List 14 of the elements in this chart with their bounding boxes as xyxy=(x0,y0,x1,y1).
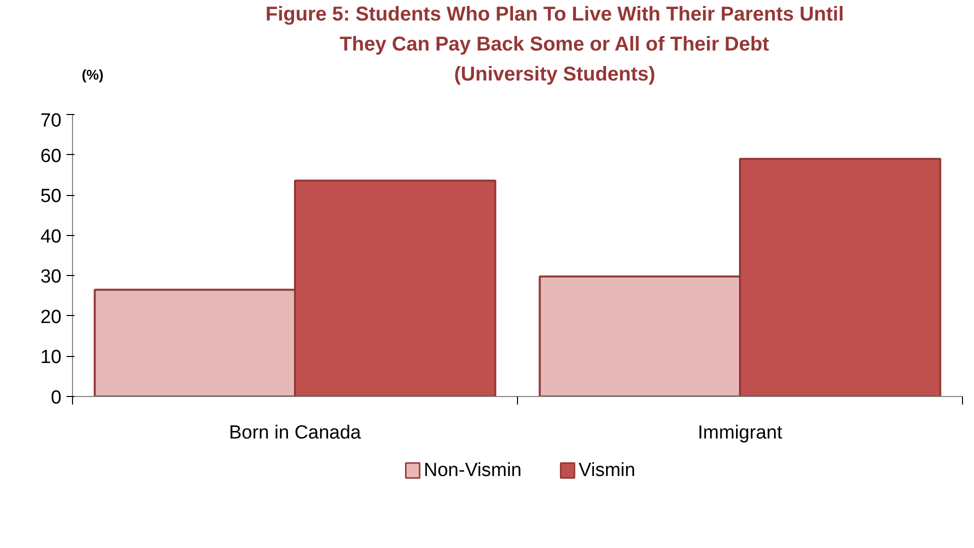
y-tick-label: 10 xyxy=(40,347,62,368)
y-tick-label: 60 xyxy=(40,146,62,167)
y-tick-label: 20 xyxy=(40,306,62,328)
y-tick-label: 30 xyxy=(40,266,62,288)
y-tick-label: 0 xyxy=(50,388,62,408)
y-tick-label: 70 xyxy=(40,110,62,132)
y-tick-label: 50 xyxy=(40,186,62,208)
legend-label: Non-Vismin xyxy=(424,460,522,481)
chart-title: Figure 5: Students Who Plan To Live With Their Parents Until They Can Pay Back Some or All of Their Debt (University Students) xyxy=(266,4,844,86)
legend-label: Vismin xyxy=(578,460,636,481)
y-tick-label: 40 xyxy=(40,226,62,248)
x-tick-label: Immigrant xyxy=(698,422,783,444)
y-axis-title: (%) xyxy=(82,66,104,82)
x-tick-label: Born in Canada xyxy=(228,422,362,444)
